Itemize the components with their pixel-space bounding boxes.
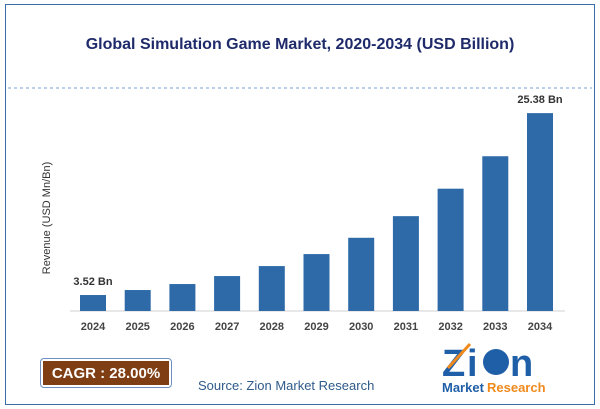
data-label-2034: 25.38 Bn xyxy=(517,94,563,106)
svg-text:Market: Market xyxy=(442,380,485,395)
x-tick-label: 2028 xyxy=(260,321,284,333)
bar-2030 xyxy=(348,237,375,311)
x-tick-label: 2027 xyxy=(215,321,239,333)
bar-2028 xyxy=(258,266,285,311)
bar-2025 xyxy=(124,290,151,311)
x-tick-label: 2031 xyxy=(394,321,418,333)
bar-2031 xyxy=(392,216,419,311)
chart-title: Global Simulation Game Market, 2020-2034… xyxy=(85,36,515,53)
y-axis-label: Revenue (USD Mn/Bn) xyxy=(41,162,53,275)
bar-2029 xyxy=(303,254,330,311)
x-tick-label: 2033 xyxy=(483,321,507,333)
x-tick-label: 2029 xyxy=(304,321,328,333)
x-tick-label: 2026 xyxy=(170,321,194,333)
data-label-2024: 3.52 Bn xyxy=(73,276,112,288)
cagr-text: CAGR : 28.00% xyxy=(43,361,169,385)
bar-2032 xyxy=(437,188,464,311)
bar-2034 xyxy=(527,113,553,311)
globe-icon xyxy=(483,349,509,375)
logo-arrow-icon xyxy=(446,342,472,370)
x-tick-label: 2032 xyxy=(438,321,462,333)
cagr-badge: CAGR : 28.00% xyxy=(40,358,172,388)
bar-2033 xyxy=(482,156,509,311)
bar-2027 xyxy=(214,276,241,311)
bar-2026 xyxy=(169,284,196,311)
x-tick-label: 2034 xyxy=(528,321,553,333)
source-text: Source: Zion Market Research xyxy=(198,378,375,393)
svg-text:i: i xyxy=(467,343,478,385)
x-tick-label: 2024 xyxy=(81,321,106,333)
zion-logo: Z i n Market Research xyxy=(442,342,546,395)
svg-text:Research: Research xyxy=(487,380,546,395)
svg-text:n: n xyxy=(510,343,533,385)
bar-2024 xyxy=(80,295,106,311)
x-tick-label: 2025 xyxy=(125,321,149,333)
x-tick-label: 2030 xyxy=(349,321,373,333)
